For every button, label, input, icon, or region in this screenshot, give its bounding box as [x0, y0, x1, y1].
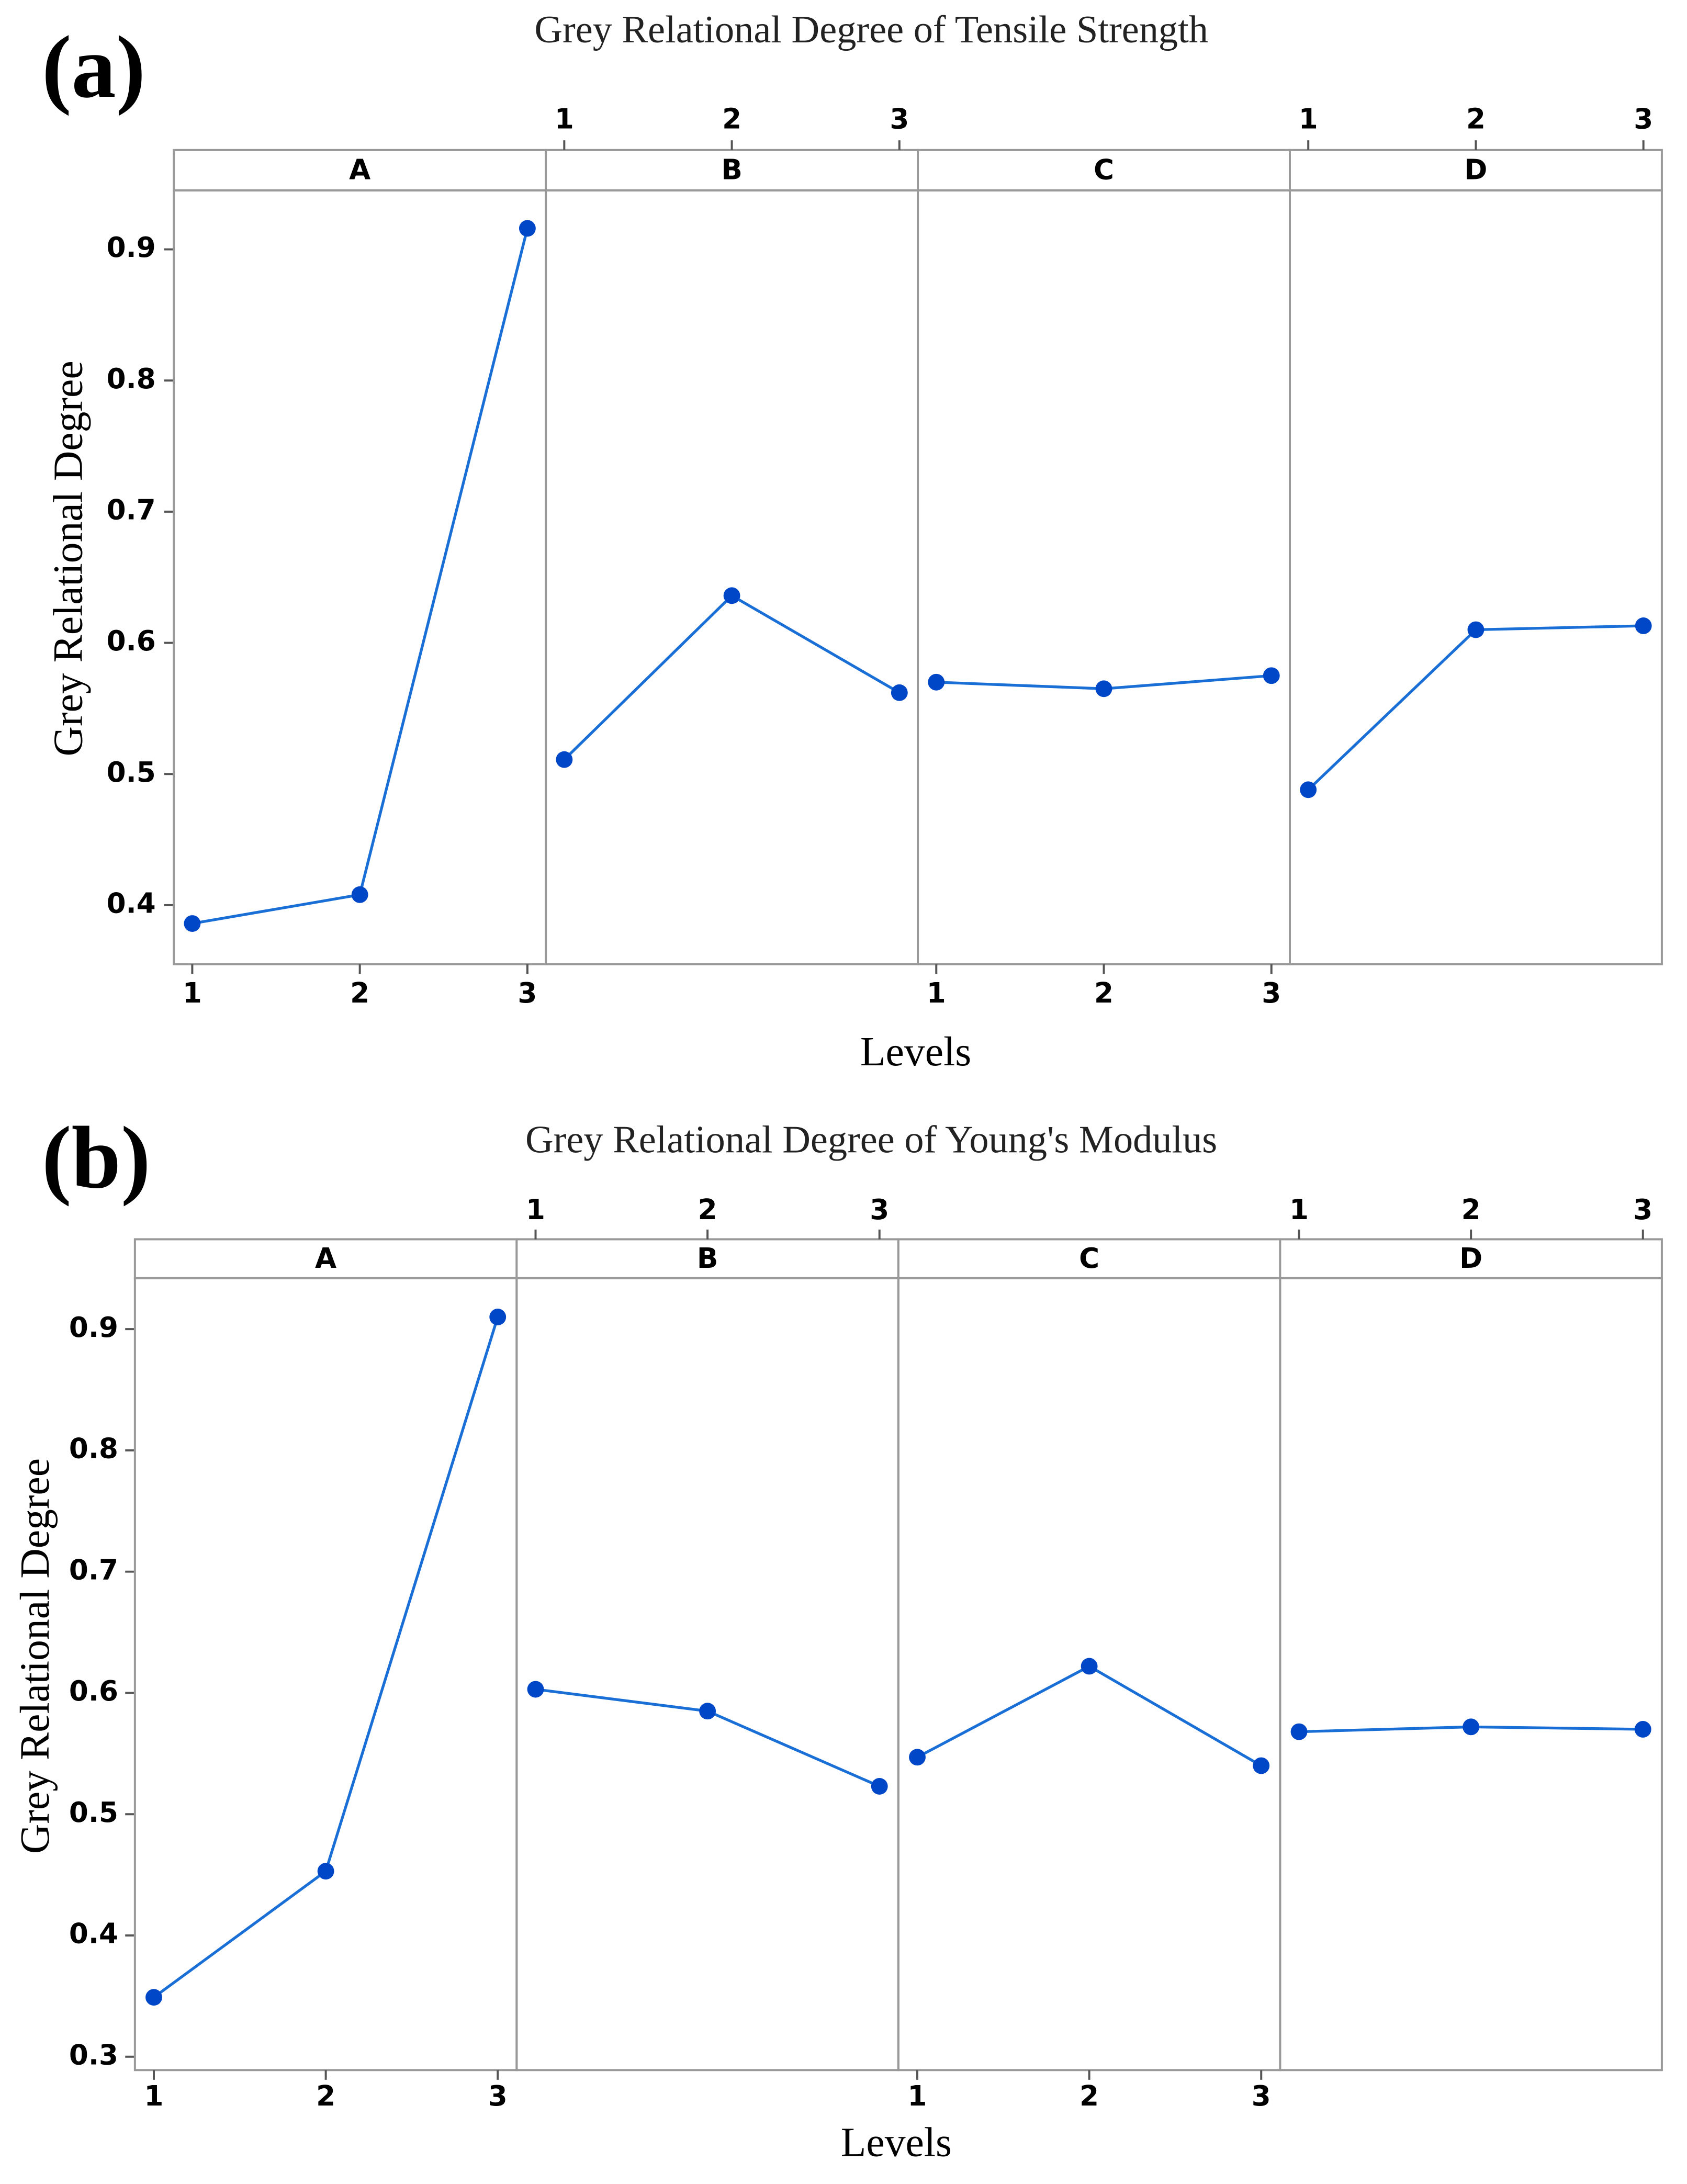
- marker: [1467, 621, 1484, 638]
- panel-frame: [133, 1277, 518, 2072]
- x-tick-label: 1: [908, 2080, 927, 2112]
- panel-frame: [173, 189, 547, 965]
- y-tick-label: 0.7: [69, 1553, 118, 1586]
- line: [916, 1664, 1262, 1767]
- y-tick-label: 0.3: [69, 2039, 118, 2071]
- chart-title: Grey Relational Degree of Tensile Streng…: [534, 8, 1208, 51]
- x-tick-label: 1: [526, 1194, 545, 1226]
- marker: [1300, 781, 1317, 798]
- marker: [1253, 1757, 1270, 1774]
- y-tick-label: 0.8: [107, 363, 156, 395]
- chart-title: Grey Relational Degree of Young's Modulu…: [525, 1118, 1217, 1161]
- x-tick-label: 3: [1262, 977, 1281, 1009]
- y-tick-label: 0.9: [69, 1311, 118, 1344]
- x-tick-label: 2: [316, 2080, 335, 2112]
- x-tick-label: 2: [350, 977, 369, 1009]
- marker: [909, 1749, 926, 1766]
- x-tick-label: 2: [1079, 2080, 1099, 2112]
- panel-frame: [545, 189, 919, 965]
- marker: [1095, 680, 1112, 697]
- marker: [1463, 1718, 1480, 1736]
- y-tick-label: 0.6: [69, 1675, 118, 1707]
- marker: [351, 886, 368, 903]
- marker: [1290, 1723, 1308, 1740]
- y-tick-label: 0.4: [69, 1918, 118, 1950]
- line: [192, 228, 529, 925]
- x-tick-label: 2: [1461, 1194, 1481, 1226]
- x-axis-label: Levels: [841, 2120, 952, 2166]
- y-tick-label: 0.5: [69, 1796, 118, 1829]
- x-tick-label: 1: [1299, 103, 1318, 136]
- strip-label: A: [315, 1242, 336, 1275]
- x-tick-label: 3: [870, 1194, 889, 1226]
- x-tick-label: 1: [927, 977, 946, 1009]
- x-tick-label: 1: [1289, 1194, 1309, 1226]
- strip: [1279, 1238, 1663, 1279]
- y-axis-label: Grey Relational Degree: [46, 361, 92, 756]
- panel-label: (a): [42, 18, 145, 116]
- y-axis-label: Grey Relational Degree: [12, 1458, 58, 1854]
- x-tick-label: 1: [555, 103, 574, 136]
- marker: [1635, 617, 1652, 634]
- x-tick-label: 1: [144, 2080, 164, 2112]
- marker: [1634, 1721, 1651, 1738]
- marker: [145, 1989, 162, 2006]
- x-tick-label: 2: [698, 1194, 717, 1226]
- strip-label: A: [349, 154, 370, 186]
- strip-label: B: [697, 1242, 718, 1275]
- x-tick-label: 3: [518, 977, 537, 1009]
- x-axis-label: Levels: [860, 1029, 971, 1075]
- marker: [891, 684, 908, 701]
- panel-frame: [1288, 189, 1663, 965]
- strip: [515, 1238, 899, 1279]
- x-tick-label: 2: [1094, 977, 1114, 1009]
- marker: [317, 1863, 334, 1880]
- y-tick-label: 0.4: [107, 887, 156, 920]
- strip-label: B: [721, 154, 742, 186]
- y-tick-label: 0.6: [107, 625, 156, 657]
- panel-label: (b): [42, 1108, 151, 1207]
- x-tick-label: 1: [183, 977, 202, 1009]
- line: [153, 1316, 499, 1999]
- x-tick-label: 3: [1252, 2080, 1271, 2112]
- marker: [871, 1777, 888, 1795]
- panel-frame: [1279, 1277, 1663, 2072]
- marker: [1263, 667, 1280, 684]
- strip-label: D: [1464, 154, 1487, 186]
- y-tick-label: 0.5: [107, 756, 156, 789]
- x-tick-label: 3: [488, 2080, 508, 2112]
- x-tick-label: 3: [890, 103, 909, 136]
- y-tick-label: 0.7: [107, 494, 156, 526]
- marker: [527, 1681, 544, 1698]
- marker: [184, 915, 201, 932]
- x-tick-label: 2: [722, 103, 741, 136]
- y-tick-label: 0.8: [69, 1433, 118, 1465]
- marker: [723, 587, 740, 604]
- strip-label: C: [1079, 1242, 1099, 1275]
- marker: [489, 1309, 507, 1325]
- line: [1307, 624, 1644, 791]
- marker: [519, 220, 536, 237]
- marker: [699, 1703, 716, 1720]
- panel-frame: [515, 1277, 899, 2072]
- y-tick-label: 0.9: [107, 231, 156, 264]
- panel-frame: [917, 189, 1291, 965]
- x-tick-label: 3: [1634, 103, 1653, 136]
- strip-label: C: [1094, 154, 1114, 186]
- strip: [1288, 149, 1663, 192]
- line: [563, 594, 901, 761]
- x-tick-label: 3: [1633, 1194, 1652, 1226]
- marker: [928, 673, 945, 691]
- marker: [556, 751, 573, 768]
- strip-label: D: [1459, 1242, 1482, 1275]
- marker: [1081, 1658, 1098, 1675]
- x-tick-label: 2: [1466, 103, 1486, 136]
